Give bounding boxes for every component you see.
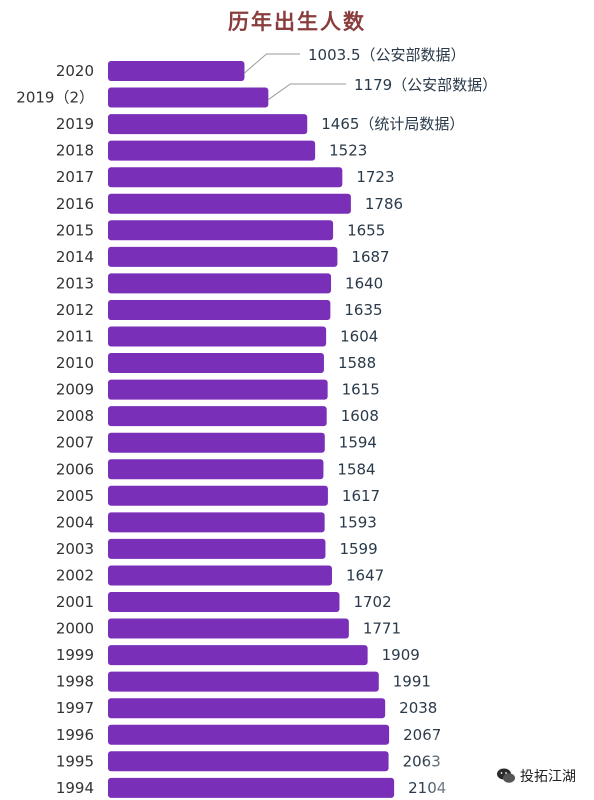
category-label: 2015 — [56, 221, 94, 239]
value-label: 1991 — [393, 673, 431, 691]
category-label: 2014 — [56, 248, 94, 266]
callout-line-1 — [268, 83, 346, 100]
bar-27 — [108, 777, 395, 798]
category-label: 1999 — [56, 646, 94, 664]
bottom-right-fade — [420, 735, 594, 800]
category-label: 2002 — [56, 566, 94, 584]
category-label: 2003 — [56, 540, 94, 558]
category-label: 2008 — [56, 407, 94, 425]
value-label: 1771 — [363, 620, 401, 638]
bar-12 — [108, 379, 328, 400]
category-label: 2009 — [56, 381, 94, 399]
value-label: 1702 — [353, 593, 391, 611]
category-label: 2018 — [56, 142, 94, 160]
bar-16 — [108, 485, 328, 506]
category-label: 2004 — [56, 513, 94, 531]
category-label: 2005 — [56, 487, 94, 505]
category-label: 2007 — [56, 434, 94, 452]
value-label: 1593 — [339, 513, 377, 531]
bar-26 — [108, 751, 389, 772]
bar-18 — [108, 538, 326, 559]
bar-8 — [108, 273, 332, 294]
category-label: 2006 — [56, 460, 94, 478]
category-label: 1997 — [56, 699, 94, 717]
bar-17 — [108, 512, 325, 533]
value-label: 1594 — [339, 434, 377, 452]
bar-13 — [108, 406, 327, 427]
value-label: 1584 — [337, 460, 375, 478]
category-label: 2019（2） — [16, 89, 94, 107]
value-label: 1523 — [329, 142, 367, 160]
bar-15 — [108, 459, 324, 480]
category-label: 2020 — [56, 62, 94, 80]
value-label: 1635 — [344, 301, 382, 319]
bar-3 — [108, 140, 316, 161]
value-label: 1003.5（公安部数据） — [308, 46, 466, 64]
bar-19 — [108, 565, 332, 586]
bar-0 — [108, 61, 245, 81]
category-label: 2016 — [56, 195, 94, 213]
value-label: 1723 — [356, 168, 394, 186]
value-label: 1647 — [346, 566, 384, 584]
bars-layer: 2020 1003.5（公安部数据） 2019（2） 1179（公安部数据） 2019 1… — [16, 46, 497, 798]
bar-22 — [108, 645, 368, 666]
category-label: 1996 — [56, 726, 94, 744]
bar-2 — [108, 114, 308, 135]
value-label: 1608 — [341, 407, 379, 425]
bar-9 — [108, 299, 331, 320]
value-label: 1604 — [340, 328, 378, 346]
wechat-icon — [497, 768, 515, 783]
value-label: 1909 — [382, 646, 420, 664]
category-label: 2011 — [56, 328, 94, 346]
bar-10 — [108, 326, 327, 347]
bar-24 — [108, 698, 386, 719]
watermark-text: 投拓江湖 — [520, 769, 576, 785]
value-label: 1599 — [339, 540, 377, 558]
value-label: 1465（统计局数据） — [321, 115, 464, 133]
watermark: 投拓江湖 — [496, 766, 576, 786]
category-label: 2010 — [56, 354, 94, 372]
callout-line-0 — [244, 53, 300, 74]
chart-title: 历年出生人数 — [228, 9, 366, 34]
bar-4 — [108, 167, 343, 188]
bar-1 — [108, 87, 269, 108]
category-label: 2000 — [56, 620, 94, 638]
category-label: 2019 — [56, 115, 94, 133]
bar-25 — [108, 724, 390, 745]
value-label: 1615 — [342, 381, 380, 399]
category-label: 1998 — [56, 673, 94, 691]
value-label: 1617 — [342, 487, 380, 505]
category-label: 1995 — [56, 752, 94, 770]
value-label: 1640 — [345, 274, 383, 292]
value-label: 1179（公安部数据） — [354, 76, 497, 94]
value-label: 1588 — [338, 354, 376, 372]
category-label: 2017 — [56, 168, 94, 186]
bar-21 — [108, 618, 349, 639]
bar-5 — [108, 193, 351, 214]
value-label: 1786 — [365, 195, 403, 213]
value-label: 2038 — [399, 699, 437, 717]
category-label: 2012 — [56, 301, 94, 319]
value-label: 1687 — [351, 248, 389, 266]
bar-11 — [108, 353, 324, 374]
bar-6 — [108, 220, 334, 241]
bar-23 — [108, 671, 379, 692]
category-label: 1994 — [56, 779, 94, 797]
bar-14 — [108, 432, 325, 453]
category-label: 2013 — [56, 274, 94, 292]
category-label: 2001 — [56, 593, 94, 611]
bar-7 — [108, 246, 338, 267]
value-label: 1655 — [347, 221, 385, 239]
bar-20 — [108, 592, 340, 612]
